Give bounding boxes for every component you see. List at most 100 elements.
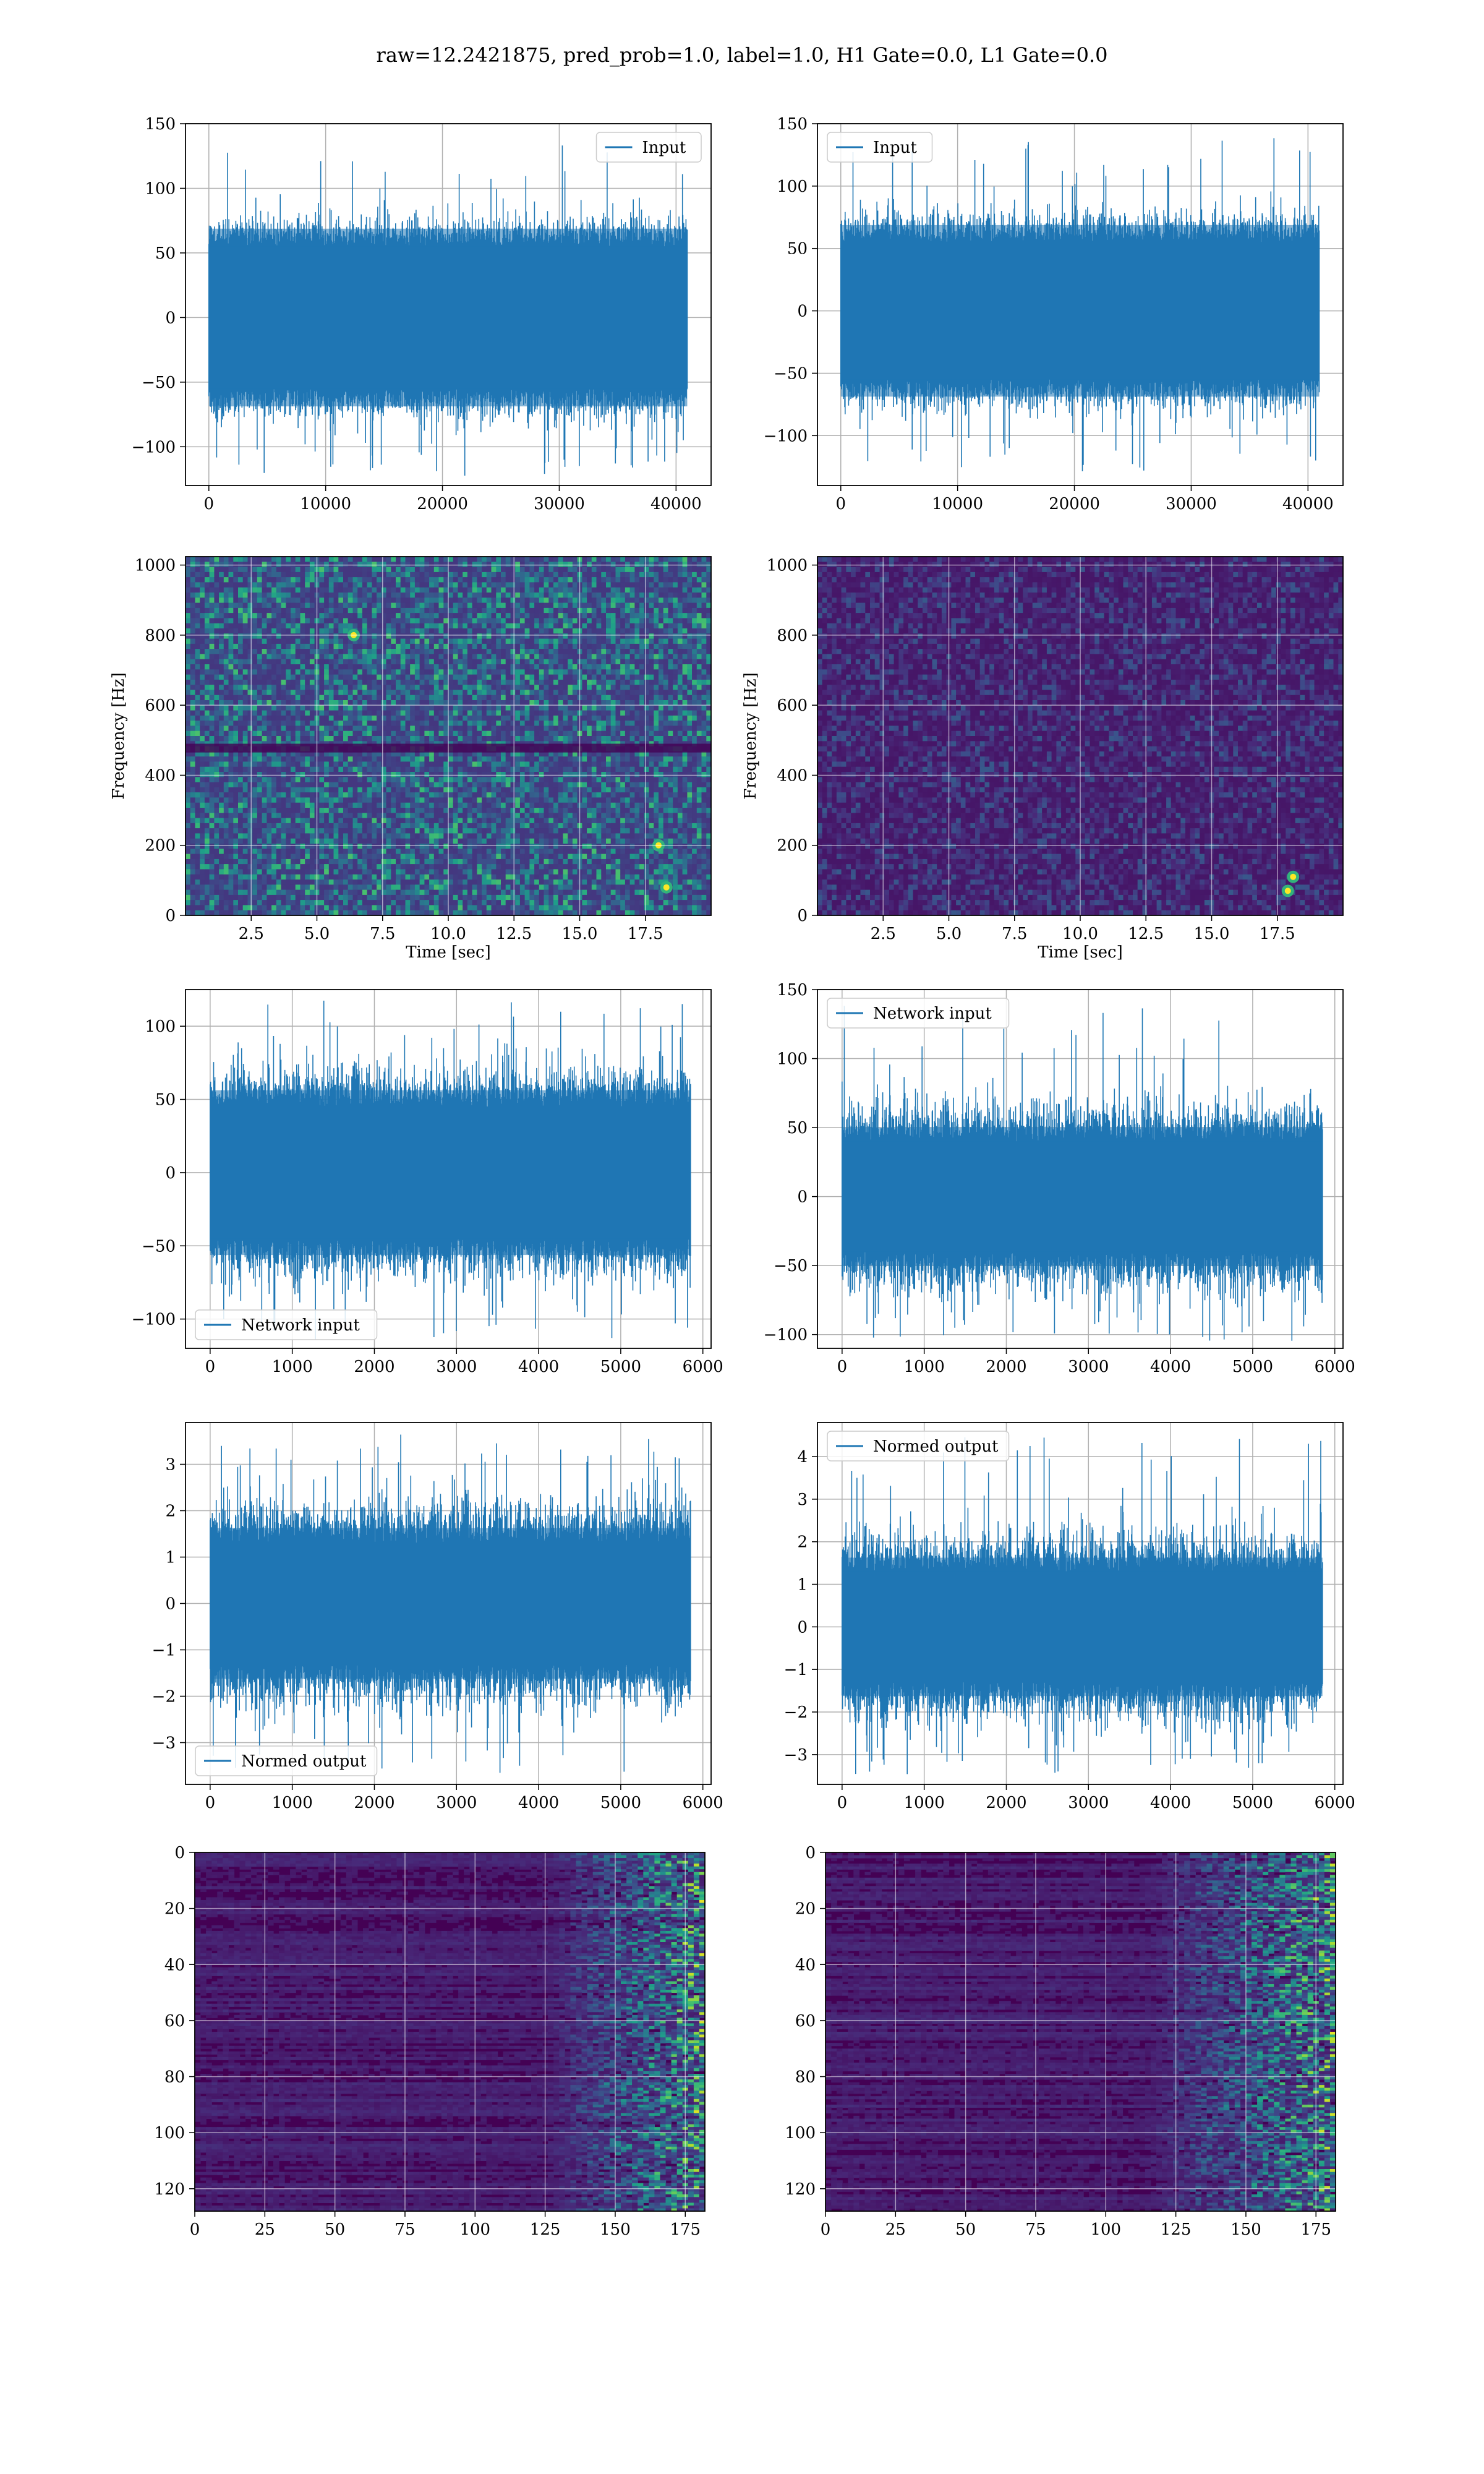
spectrogram-cell	[510, 674, 516, 680]
spectrogram-cell	[433, 593, 440, 598]
spectrogram-cell	[276, 777, 282, 783]
spectrogram-cell	[200, 674, 205, 680]
spectrogram-cell	[496, 777, 501, 783]
spectrogram-cell	[214, 710, 220, 716]
spectrogram-cell	[467, 654, 473, 660]
spectrogram-cell	[386, 802, 391, 808]
spectrogram-cell	[372, 571, 377, 578]
spectrogram-cell	[424, 766, 430, 773]
spectrogram-cell	[214, 685, 220, 690]
spectrogram-cell	[186, 557, 191, 562]
spectrogram-cell	[233, 721, 239, 726]
spectrogram-cell	[242, 654, 248, 660]
spectrogram-cell	[267, 618, 272, 624]
spectrogram-cell	[309, 766, 315, 773]
spectrogram-cell	[372, 777, 377, 783]
spectrogram-cell	[238, 844, 244, 849]
spectrogram-cell	[458, 613, 463, 618]
spectrogram-cell	[377, 705, 382, 711]
spectrogram-cell	[410, 797, 416, 803]
spectrogram-cell	[223, 715, 229, 721]
spectrogram-cell	[405, 700, 411, 706]
spectrogram-cell	[463, 659, 468, 665]
spectrogram-cell	[286, 726, 291, 732]
spectrogram-cell	[501, 557, 506, 562]
spectrogram-cell	[252, 674, 258, 680]
spectrogram-cell	[396, 577, 401, 583]
spectrogram-cell	[200, 623, 205, 629]
spectrogram-cell	[267, 736, 272, 742]
spectrogram-cell	[477, 833, 482, 839]
spectrogram-cell	[491, 736, 497, 742]
spectrogram-cell	[271, 695, 277, 701]
spectrogram-cell	[491, 726, 497, 732]
spectrogram-cell	[190, 638, 195, 644]
spectrogram-cell	[328, 597, 335, 604]
spectrogram-cell	[429, 787, 435, 793]
spectrogram-cell	[300, 782, 305, 788]
spectrogram-cell	[381, 623, 387, 629]
spectrogram-cell	[414, 869, 420, 875]
y-tick-label: −50	[774, 364, 808, 383]
spectrogram-cell	[482, 884, 487, 891]
spectrogram-cell	[414, 710, 420, 716]
spectrogram-cell	[257, 889, 263, 896]
spectrogram-cell	[505, 823, 511, 829]
spectrogram-cell	[233, 823, 239, 829]
spectrogram-cell	[510, 869, 516, 875]
spectrogram-cell	[223, 674, 229, 680]
spectrogram-cell	[195, 833, 200, 839]
spectrogram-cell	[328, 562, 335, 568]
spectrogram-cell	[501, 593, 506, 598]
spectrogram-cell	[276, 823, 282, 829]
spectrogram-cell	[262, 685, 267, 690]
spectrogram-cell	[233, 628, 239, 634]
spectrogram-cell	[501, 833, 506, 839]
spectrogram-cell	[291, 659, 296, 665]
spectrogram-cell	[238, 679, 244, 685]
spectrogram-cell	[204, 766, 210, 773]
spectrogram-cell	[377, 905, 382, 911]
spectrogram-cell	[319, 802, 325, 808]
spectrogram-cell	[367, 623, 372, 629]
spectrogram-cell	[419, 633, 425, 640]
spectrogram-cell	[458, 726, 463, 732]
spectrogram-cell	[510, 638, 516, 644]
spectrogram-cell	[438, 792, 444, 798]
spectrogram-cell	[362, 607, 368, 614]
spectrogram-cell	[424, 685, 430, 690]
spectrogram-cell	[338, 792, 344, 798]
spectrogram-cell	[410, 607, 416, 614]
spectrogram-cell	[291, 700, 296, 706]
spectrogram-cell	[477, 802, 482, 808]
spectrogram-cell	[242, 721, 248, 726]
spectrogram-cell	[391, 582, 396, 588]
spectrogram-cell	[223, 705, 229, 711]
spectrogram-cell	[443, 751, 449, 757]
spectrogram-cell	[257, 628, 263, 634]
spectrogram-cell	[501, 643, 506, 649]
spectrogram-cell	[386, 880, 391, 885]
spectrogram-cell	[190, 833, 195, 839]
spectrogram-cell	[271, 679, 277, 685]
spectrogram-cell	[424, 597, 430, 604]
spectrogram-cell	[271, 649, 277, 654]
spectrogram-cell	[204, 869, 210, 875]
spectrogram-cell	[233, 705, 239, 711]
spectrogram-cell	[238, 669, 244, 675]
spectrogram-cell	[300, 772, 305, 777]
spectrogram-cell	[510, 900, 516, 905]
spectrogram-cell	[200, 571, 205, 578]
spectrogram-cell	[429, 889, 435, 896]
spectrogram-cell	[228, 797, 234, 803]
spectrogram-cell	[391, 854, 396, 860]
spectrogram-cell	[400, 905, 406, 911]
spectrogram-cell	[477, 582, 482, 588]
spectrogram-cell	[305, 623, 310, 629]
spectrogram-cell	[300, 736, 305, 742]
spectrogram-cell	[486, 880, 492, 885]
spectrogram-cell	[262, 869, 267, 875]
spectrogram-cell	[491, 571, 497, 578]
spectrogram-cell	[501, 567, 506, 573]
